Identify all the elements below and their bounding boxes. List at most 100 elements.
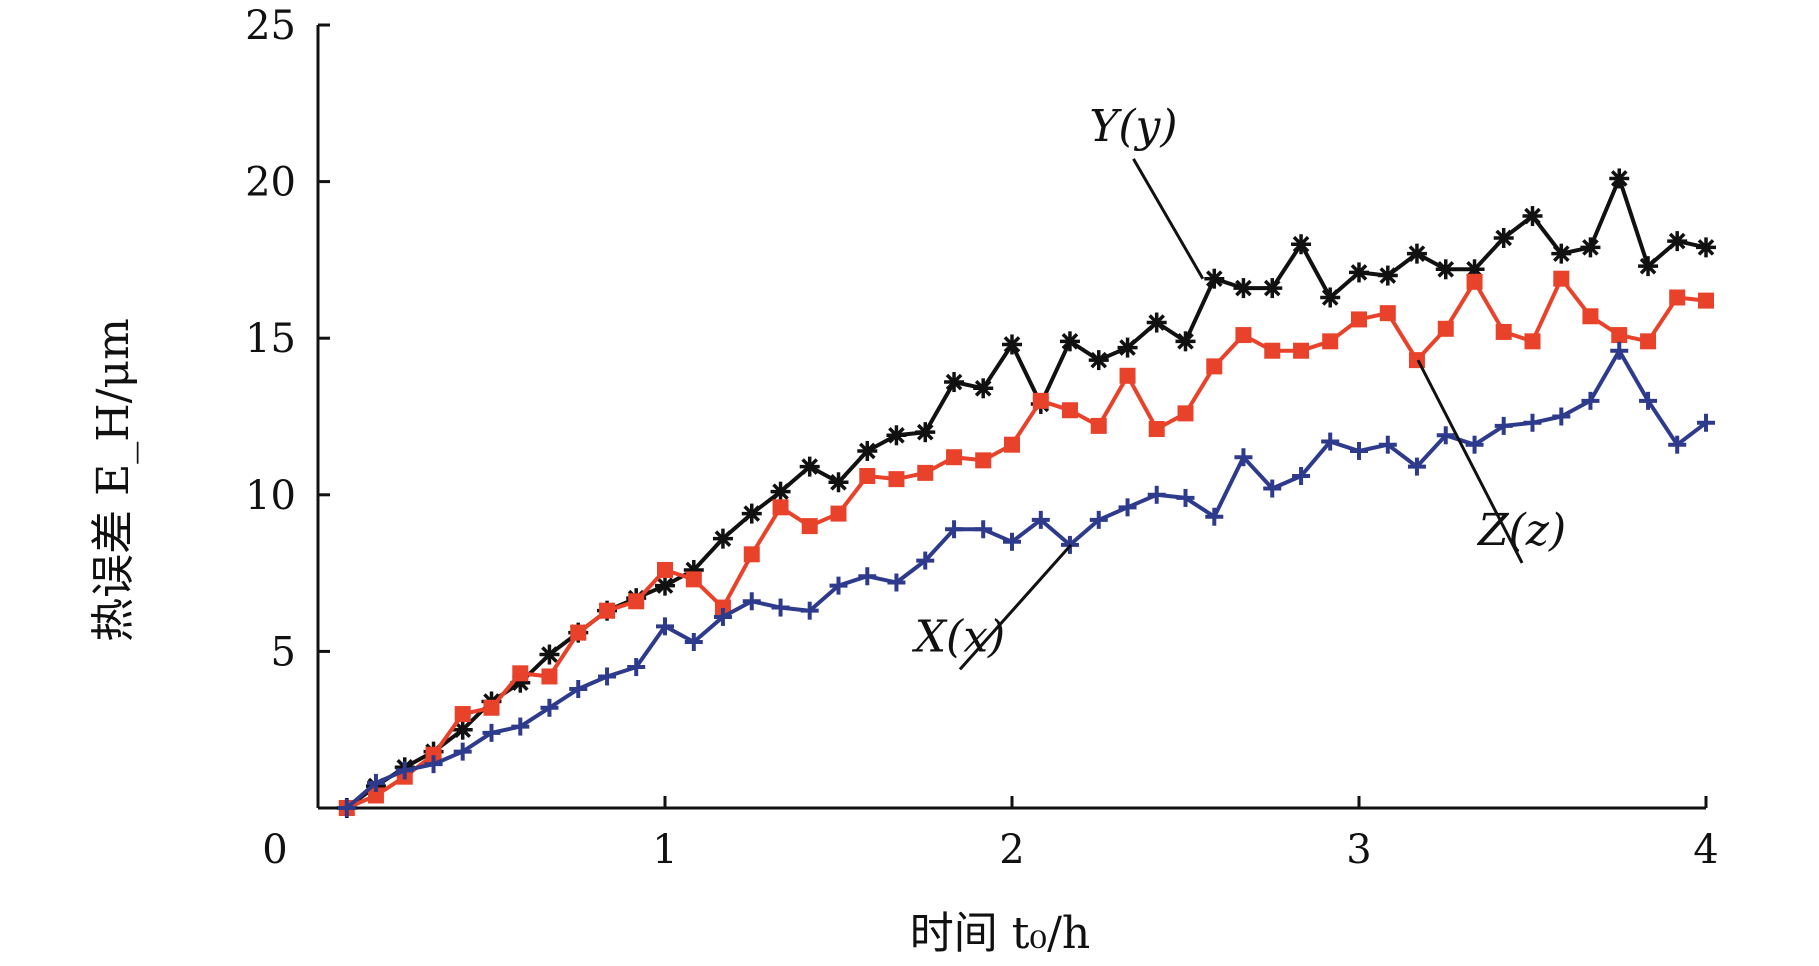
data-point: [799, 456, 820, 477]
data-point: [598, 667, 617, 686]
annotation: Z(z): [1416, 359, 1566, 564]
data-point: [1377, 265, 1398, 286]
data-point: [1522, 206, 1543, 227]
data-point: [1697, 413, 1715, 432]
data-point: [1264, 342, 1281, 359]
data-point: [946, 449, 963, 466]
data-point: [1667, 231, 1688, 252]
data-point: [425, 746, 442, 763]
data-point: [1551, 243, 1572, 264]
data-point: [743, 546, 760, 563]
data-point: [1407, 457, 1426, 476]
annotation-label: Z(z): [1476, 505, 1566, 556]
data-point: [712, 528, 733, 549]
data-point: [1465, 435, 1484, 454]
asterisk-stroke: [830, 473, 847, 491]
asterisk-stroke: [1177, 333, 1194, 350]
data-point: [1553, 270, 1570, 287]
asterisk-stroke: [1148, 314, 1166, 331]
data-point: [858, 567, 877, 586]
annotation: Y(y): [1089, 101, 1205, 280]
data-point: [857, 440, 878, 461]
x-tick-label: 2: [999, 827, 1024, 873]
data-point: [1639, 391, 1658, 410]
x-tick-label: 1: [652, 827, 677, 873]
asterisk-stroke: [858, 442, 876, 460]
data-point: [1698, 292, 1714, 309]
data-point: [1610, 341, 1629, 360]
data-point: [1322, 333, 1339, 350]
data-point: [828, 472, 849, 493]
asterisk-stroke: [1552, 245, 1570, 262]
data-point: [1262, 278, 1283, 299]
asterisk-stroke: [1321, 289, 1339, 306]
series-layer: [336, 168, 1716, 818]
data-point: [1351, 311, 1367, 328]
data-point: [1003, 532, 1021, 551]
data-point: [1147, 485, 1166, 504]
data-point: [482, 723, 501, 742]
asterisk-stroke: [974, 380, 992, 397]
data-point: [859, 468, 876, 485]
data-point: [1117, 337, 1138, 358]
y-axis-title: 热误差 E_H/μm: [88, 318, 139, 642]
data-point: [917, 464, 934, 481]
x-tick-label: 0: [262, 827, 287, 873]
data-point: [915, 422, 936, 443]
data-point: [1638, 256, 1659, 277]
data-point: [1206, 358, 1223, 375]
data-point: [1176, 488, 1195, 507]
asterisk-stroke: [1263, 279, 1281, 297]
data-point: [1493, 227, 1514, 248]
asterisk-stroke: [1524, 207, 1541, 225]
data-point: [1640, 333, 1657, 350]
data-point: [1118, 498, 1137, 517]
data-point: [1234, 448, 1253, 467]
asterisk-stroke: [1697, 239, 1715, 256]
asterisk-stroke: [541, 646, 558, 663]
asterisk-stroke: [656, 577, 674, 594]
asterisk-stroke: [1003, 336, 1021, 353]
asterisk-stroke: [743, 505, 761, 522]
data-point: [1466, 273, 1483, 290]
data-point: [1524, 333, 1541, 350]
data-point: [569, 679, 588, 698]
data-point: [1494, 416, 1513, 435]
data-point: [1668, 435, 1687, 454]
data-point: [770, 481, 791, 502]
annotations: Y(y) Z(z) X(x): [912, 101, 1566, 671]
data-point: [1148, 421, 1165, 438]
data-point: [628, 593, 645, 610]
asterisk-stroke: [1495, 229, 1513, 247]
data-point: [1580, 237, 1601, 258]
data-point: [772, 499, 789, 516]
data-point: [742, 592, 761, 611]
callout-line: [1132, 158, 1205, 280]
data-point: [975, 452, 992, 469]
asterisk-stroke: [714, 530, 732, 547]
data-point: [1233, 278, 1254, 299]
data-point: [655, 575, 675, 596]
data-point: [1177, 405, 1194, 422]
y-tick-label: 15: [245, 316, 296, 362]
asterisk-stroke: [1668, 232, 1686, 250]
data-point: [1406, 243, 1427, 264]
data-point: [1205, 507, 1224, 526]
data-point: [1293, 342, 1310, 359]
data-point: [886, 425, 907, 446]
data-point: [1089, 510, 1108, 529]
data-point: [945, 520, 964, 539]
data-point: [512, 665, 529, 682]
data-point: [1090, 417, 1107, 434]
data-point: [771, 598, 790, 617]
asterisk-stroke: [1061, 333, 1079, 350]
data-point: [1349, 262, 1369, 283]
asterisk-stroke: [1408, 245, 1426, 262]
data-point: [1004, 436, 1020, 453]
data-point: [1291, 234, 1312, 255]
data-point: [974, 520, 993, 539]
series-line: [345, 348, 1708, 810]
asterisk-stroke: [1379, 267, 1397, 284]
asterisk-stroke: [1292, 235, 1310, 253]
data-point: [684, 633, 703, 652]
